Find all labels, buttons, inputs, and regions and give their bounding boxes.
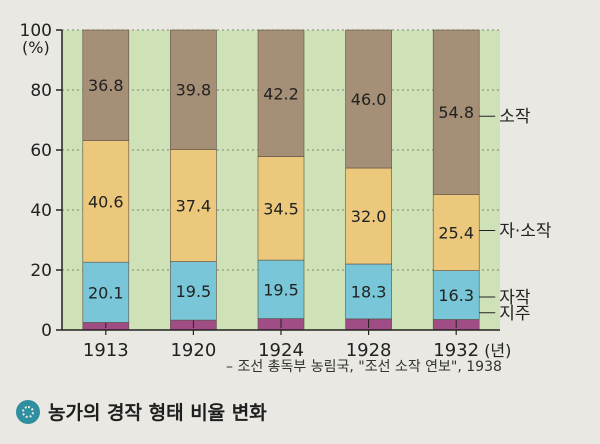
bar-segment-소작 bbox=[170, 29, 217, 150]
data-label: 25.4 bbox=[438, 224, 474, 243]
data-label: 18.3 bbox=[351, 282, 387, 301]
bar-segment-자·소작 bbox=[170, 149, 217, 262]
y-tick-label: 0 bbox=[41, 321, 52, 341]
y-axis-unit: (%) bbox=[22, 38, 50, 57]
legend-label-지주: 지주 bbox=[499, 304, 530, 324]
data-label: 46.0 bbox=[351, 90, 387, 109]
bar-segment-자작 bbox=[170, 261, 217, 321]
stacked-bar-chart: 020406080100(%)2.520.140.636.819133.319.… bbox=[20, 21, 552, 361]
bar-segment-자·소작 bbox=[432, 194, 480, 271]
y-tick-label: 20 bbox=[30, 261, 52, 281]
x-axis-unit: (년) bbox=[484, 341, 511, 360]
bar-segment-소작 bbox=[82, 29, 130, 141]
y-tick-label: 80 bbox=[30, 81, 52, 101]
figure-caption: 농가의 경작 형태 비율 변화 bbox=[16, 398, 267, 425]
plot-area: 020406080100(%)2.520.140.636.819133.319.… bbox=[20, 21, 552, 361]
bar-segment-자작 bbox=[432, 270, 480, 320]
data-label: 19.5 bbox=[176, 282, 212, 301]
legend-label-소작: 소작 bbox=[499, 107, 531, 127]
data-label: 54.8 bbox=[438, 103, 474, 122]
bar-segment-소작 bbox=[345, 29, 392, 169]
bar-segment-자작 bbox=[257, 259, 305, 319]
data-label: 19.5 bbox=[263, 280, 299, 299]
data-label: 20.1 bbox=[88, 283, 124, 302]
data-label: 16.3 bbox=[438, 286, 474, 305]
x-tick-label: 1913 bbox=[83, 340, 129, 361]
bar-segment-자작 bbox=[345, 263, 392, 320]
y-tick-label: 40 bbox=[30, 201, 52, 221]
data-label: 37.4 bbox=[176, 197, 212, 216]
source-note: – 조선 총독부 농림국, "조선 소작 연보", 1938 bbox=[226, 359, 502, 375]
bar-segment-자작 bbox=[82, 261, 130, 323]
x-tick-label: 1932 bbox=[433, 340, 479, 361]
data-label: 39.8 bbox=[176, 81, 212, 100]
data-label: 40.6 bbox=[88, 192, 124, 211]
data-label: 34.5 bbox=[263, 199, 299, 218]
caption-bullet-icon bbox=[16, 399, 40, 424]
bar-segment-자·소작 bbox=[257, 156, 305, 261]
data-label: 42.2 bbox=[263, 84, 299, 103]
legend-label-자·소작: 자·소작 bbox=[499, 222, 552, 242]
x-tick-label: 1928 bbox=[346, 340, 392, 361]
caption-text: 농가의 경작 형태 비율 변화 bbox=[48, 402, 267, 424]
data-label: 32.0 bbox=[351, 207, 387, 226]
y-tick-label: 60 bbox=[30, 141, 52, 161]
y-tick-label: 100 bbox=[20, 21, 52, 41]
bar-segment-자·소작 bbox=[82, 140, 130, 263]
bar-segment-자·소작 bbox=[345, 167, 392, 265]
bar-segment-소작 bbox=[432, 29, 480, 195]
x-tick-label: 1920 bbox=[170, 340, 216, 361]
bar-segment-소작 bbox=[257, 29, 305, 157]
legend-label-자작: 자작 bbox=[499, 288, 531, 308]
x-tick-label: 1924 bbox=[258, 340, 304, 361]
data-label: 36.8 bbox=[88, 76, 124, 95]
